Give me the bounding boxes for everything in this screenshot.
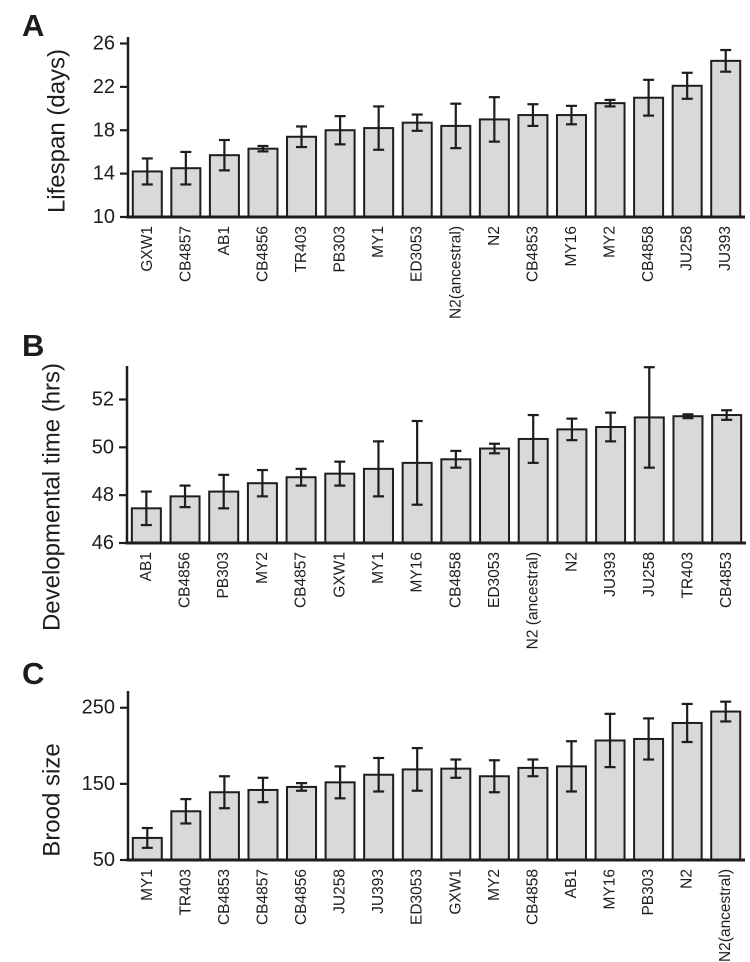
x-tick-label: AB1	[216, 226, 233, 255]
x-tick-label: ED3053	[486, 552, 503, 608]
x-tick-label: PB303	[332, 226, 349, 273]
x-tick-label: CB4853	[718, 552, 735, 608]
bar	[671, 721, 703, 861]
x-tick-label: JU393	[717, 226, 734, 271]
bar	[594, 102, 626, 218]
x-tick-label: PB303	[215, 552, 232, 599]
x-tick-label: MY16	[409, 552, 426, 593]
bar	[286, 785, 318, 862]
bar	[479, 447, 511, 544]
bar	[286, 135, 318, 218]
x-tick-label: GXW1	[447, 869, 464, 915]
y-tick-label: 50	[92, 436, 114, 458]
x-tick-label: CB4856	[177, 552, 194, 608]
x-tick-label: PB303	[640, 869, 657, 916]
bar	[324, 472, 356, 544]
x-tick-label: N2(ancestral)	[447, 226, 464, 319]
x-tick-label: N2	[679, 869, 696, 889]
x-tick-label: GXW1	[331, 552, 348, 598]
bar	[710, 710, 742, 862]
bar	[595, 425, 627, 545]
bar	[517, 766, 549, 861]
x-tick-label: CB4857	[177, 226, 194, 282]
x-tick-label: MY1	[370, 226, 387, 258]
y-tick-label: 50	[93, 849, 115, 871]
y-tick-label: 18	[93, 119, 115, 141]
bar	[556, 428, 588, 544]
y-axis-title: Developmental time (hrs)	[39, 363, 66, 631]
bar	[633, 96, 665, 218]
bar	[710, 59, 742, 218]
bar	[671, 84, 703, 218]
x-tick-label: CB4857	[293, 552, 310, 608]
bar	[247, 147, 279, 219]
x-tick-label: MY1	[370, 552, 387, 584]
x-tick-label: CB4856	[293, 869, 310, 925]
x-tick-label: ED3053	[409, 226, 426, 282]
y-tick-label: 10	[93, 206, 115, 228]
bar	[555, 114, 587, 218]
bar	[440, 767, 472, 861]
x-tick-label: MY2	[486, 869, 503, 901]
x-tick-label: N2	[563, 552, 580, 572]
x-tick-label: AB1	[138, 552, 155, 581]
bar	[208, 791, 240, 861]
y-tick-label: 150	[82, 773, 115, 795]
x-tick-label: MY2	[254, 552, 271, 584]
x-tick-label: JU258	[641, 552, 658, 597]
bar	[711, 414, 743, 544]
panel-letter: A	[22, 8, 44, 43]
x-tick-label: N2(ancestral)	[717, 869, 734, 962]
x-tick-label: TR403	[679, 552, 696, 599]
x-tick-label: CB4857	[254, 869, 271, 925]
y-tick-label: 22	[93, 76, 115, 98]
x-tick-label: MY16	[563, 226, 580, 267]
x-tick-label: N2 (ancestral)	[525, 552, 542, 649]
x-tick-label: AB1	[563, 869, 580, 898]
x-tick-label: N2	[486, 226, 503, 246]
x-tick-label: MY2	[602, 226, 619, 258]
x-tick-label: TR403	[293, 226, 310, 273]
x-tick-label: JU393	[370, 869, 387, 914]
x-tick-label: JU258	[679, 226, 696, 271]
bar	[440, 458, 472, 544]
y-tick-label: 48	[92, 484, 114, 506]
x-tick-label: TR403	[177, 869, 194, 916]
x-tick-label: MY16	[602, 869, 619, 910]
x-tick-label: GXW1	[139, 226, 156, 272]
x-tick-label: CB4858	[640, 226, 657, 282]
y-axis-title: Lifespan (days)	[44, 49, 71, 213]
x-tick-label: CB4856	[254, 226, 271, 282]
y-tick-label: 14	[93, 163, 115, 185]
bar	[672, 415, 704, 545]
panel-letter: B	[22, 328, 44, 363]
bar	[401, 121, 433, 218]
x-tick-label: JU258	[332, 869, 349, 914]
x-tick-label: CB4858	[524, 869, 541, 925]
panel-letter: C	[22, 656, 44, 691]
y-tick-label: 26	[93, 33, 115, 55]
y-tick-label: 250	[82, 697, 115, 719]
y-tick-label: 46	[92, 532, 114, 554]
bar	[285, 476, 317, 544]
x-tick-label: MY1	[139, 869, 156, 901]
x-tick-label: CB4853	[216, 869, 233, 925]
x-tick-label: ED3053	[409, 869, 426, 925]
y-tick-label: 52	[92, 388, 114, 410]
x-tick-label: CB4853	[524, 226, 541, 282]
bar	[517, 114, 549, 218]
y-axis-title: Brood size	[39, 743, 66, 856]
x-tick-label: JU393	[602, 552, 619, 597]
x-tick-label: CB4858	[447, 552, 464, 608]
panel-c: C Brood size 50 150 250 MY1 TR403 CB4853 CB4857 C…	[22, 656, 745, 962]
